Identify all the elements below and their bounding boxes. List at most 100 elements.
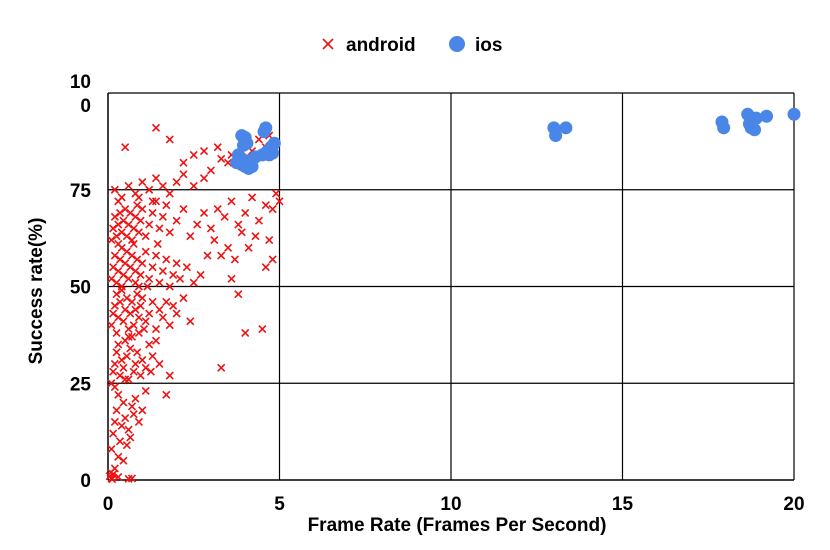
android-point	[107, 235, 116, 245]
android-point	[119, 456, 128, 465]
android-point	[244, 243, 253, 252]
ios-point	[760, 109, 774, 123]
android-point	[133, 201, 142, 210]
android-point	[131, 305, 140, 314]
android-point	[121, 305, 130, 314]
android-point	[169, 301, 178, 310]
android-point	[145, 340, 154, 349]
ios-series	[230, 107, 801, 175]
android-point	[148, 297, 157, 307]
x-tick-label: 20	[783, 494, 804, 515]
android-point	[172, 309, 181, 318]
android-point	[138, 205, 147, 214]
android-point	[129, 224, 138, 233]
android-point	[124, 220, 133, 229]
android-point	[124, 181, 133, 190]
android-point	[110, 212, 119, 221]
android-point	[141, 386, 150, 396]
android-point	[126, 309, 135, 318]
android-point	[272, 189, 281, 198]
android-point	[148, 197, 157, 206]
android-point	[146, 367, 155, 376]
android-series	[105, 123, 284, 484]
y-tick-label: 25	[70, 374, 92, 395]
android-point	[108, 475, 117, 484]
android-point	[145, 274, 154, 283]
android-point	[199, 174, 209, 183]
android-point	[186, 317, 195, 326]
android-point	[117, 228, 126, 237]
android-point	[155, 278, 164, 287]
android-point	[268, 205, 277, 214]
android-point	[117, 282, 126, 291]
android-point	[189, 278, 198, 287]
android-point	[145, 220, 154, 229]
android-point	[110, 383, 119, 392]
android-point	[127, 297, 137, 307]
android-point	[112, 406, 121, 415]
android-point	[158, 313, 167, 322]
android-point	[121, 205, 130, 214]
android-point	[114, 340, 123, 349]
y-tick-label: 10 0	[70, 72, 91, 117]
android-point	[127, 235, 137, 245]
android-point	[223, 243, 233, 252]
x-tick-label: 5	[274, 494, 285, 515]
android-point	[179, 158, 188, 167]
android-point	[114, 452, 123, 461]
android-point	[148, 263, 157, 272]
y-axis-ticks: 0 25 50 75 10 0	[70, 72, 92, 492]
android-point	[175, 274, 185, 283]
android-point	[162, 255, 171, 264]
android-point	[131, 394, 140, 403]
android-point	[115, 255, 125, 264]
android-point	[121, 259, 130, 268]
android-point	[131, 266, 140, 276]
android-point	[126, 208, 135, 218]
android-point	[141, 232, 150, 241]
x-axis-label: Frame Rate (Frames Per Second)	[308, 515, 607, 536]
android-point	[268, 255, 277, 264]
android-point	[114, 220, 123, 229]
android-point	[126, 344, 135, 353]
android-point	[143, 282, 152, 291]
android-point	[122, 247, 131, 256]
android-point	[220, 212, 229, 221]
android-point	[114, 390, 123, 399]
android-point	[127, 332, 137, 341]
legend-item-ios: ios	[449, 35, 502, 56]
android-point	[189, 181, 198, 190]
android-point	[138, 259, 147, 268]
android-point	[115, 297, 125, 307]
android-point	[115, 371, 125, 380]
ios-point	[262, 148, 276, 162]
android-point	[162, 390, 171, 399]
android-point	[119, 270, 128, 279]
android-point	[213, 205, 222, 214]
android-point	[115, 437, 125, 446]
android-point	[213, 143, 222, 152]
android-point	[121, 143, 130, 152]
legend-android-x-mark	[322, 38, 334, 50]
y-axis-label: Success rate(%)	[26, 218, 47, 365]
android-point	[110, 464, 119, 473]
android-point	[151, 251, 161, 260]
android-point	[151, 197, 161, 206]
android-point	[124, 425, 133, 434]
ios-point	[559, 121, 573, 135]
android-point	[165, 189, 174, 198]
android-point	[136, 301, 145, 310]
android-point	[169, 270, 178, 279]
android-point	[223, 158, 233, 167]
ios-point	[549, 129, 563, 143]
android-point	[121, 414, 130, 423]
y-tick-label: 75	[70, 181, 92, 202]
android-point	[112, 328, 121, 338]
android-point	[206, 224, 215, 233]
android-point	[131, 359, 140, 368]
android-point	[119, 363, 128, 372]
android-point	[129, 410, 138, 419]
gridlines	[108, 92, 795, 480]
android-point	[134, 193, 143, 202]
android-point	[110, 417, 119, 427]
